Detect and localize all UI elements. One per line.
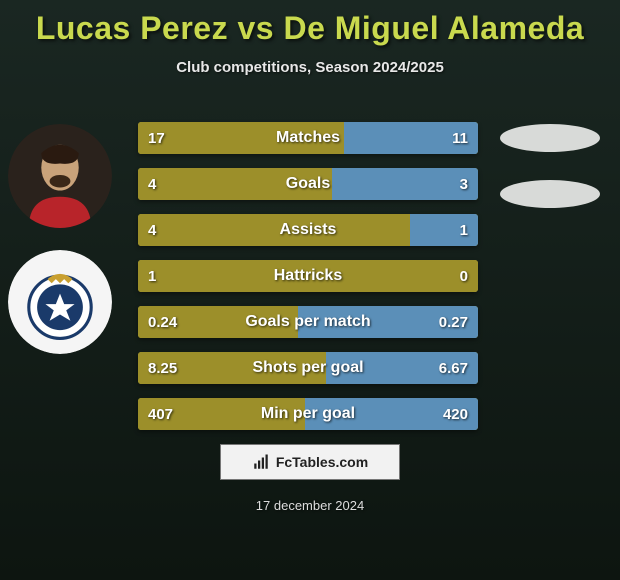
stat-label: Min per goal <box>138 398 478 430</box>
stat-row: 8.256.67Shots per goal <box>138 352 478 384</box>
page-title: Lucas Perez vs De Miguel Alameda <box>0 0 620 47</box>
right-ovals-column <box>500 124 600 208</box>
stat-label: Hattricks <box>138 260 478 292</box>
stat-row: 41Assists <box>138 214 478 246</box>
stat-row: 43Goals <box>138 168 478 200</box>
player2-club-badge <box>8 250 112 354</box>
stat-row: 1711Matches <box>138 122 478 154</box>
brand-chart-icon <box>252 453 270 471</box>
brand-box: FcTables.com <box>220 444 400 480</box>
avatars-column <box>8 124 112 354</box>
stat-row: 407420Min per goal <box>138 398 478 430</box>
stat-row: 0.240.27Goals per match <box>138 306 478 338</box>
stats-bars: 1711Matches 43Goals 41Assists 10Hattricks 0.… <box>138 122 478 430</box>
date-text: 17 december 2024 <box>256 498 364 513</box>
player2-avatar-placeholder-2 <box>500 180 600 208</box>
stat-label: Assists <box>138 214 478 246</box>
stat-row: 10Hattricks <box>138 260 478 292</box>
stat-label: Matches <box>138 122 478 154</box>
stat-label: Goals <box>138 168 478 200</box>
stat-label: Goals per match <box>138 306 478 338</box>
stat-label: Shots per goal <box>138 352 478 384</box>
player1-avatar <box>8 124 112 228</box>
player2-avatar-placeholder-1 <box>500 124 600 152</box>
brand-text: FcTables.com <box>276 454 368 470</box>
content-root: Lucas Perez vs De Miguel Alameda Club co… <box>0 0 620 580</box>
subtitle: Club competitions, Season 2024/2025 <box>0 59 620 76</box>
